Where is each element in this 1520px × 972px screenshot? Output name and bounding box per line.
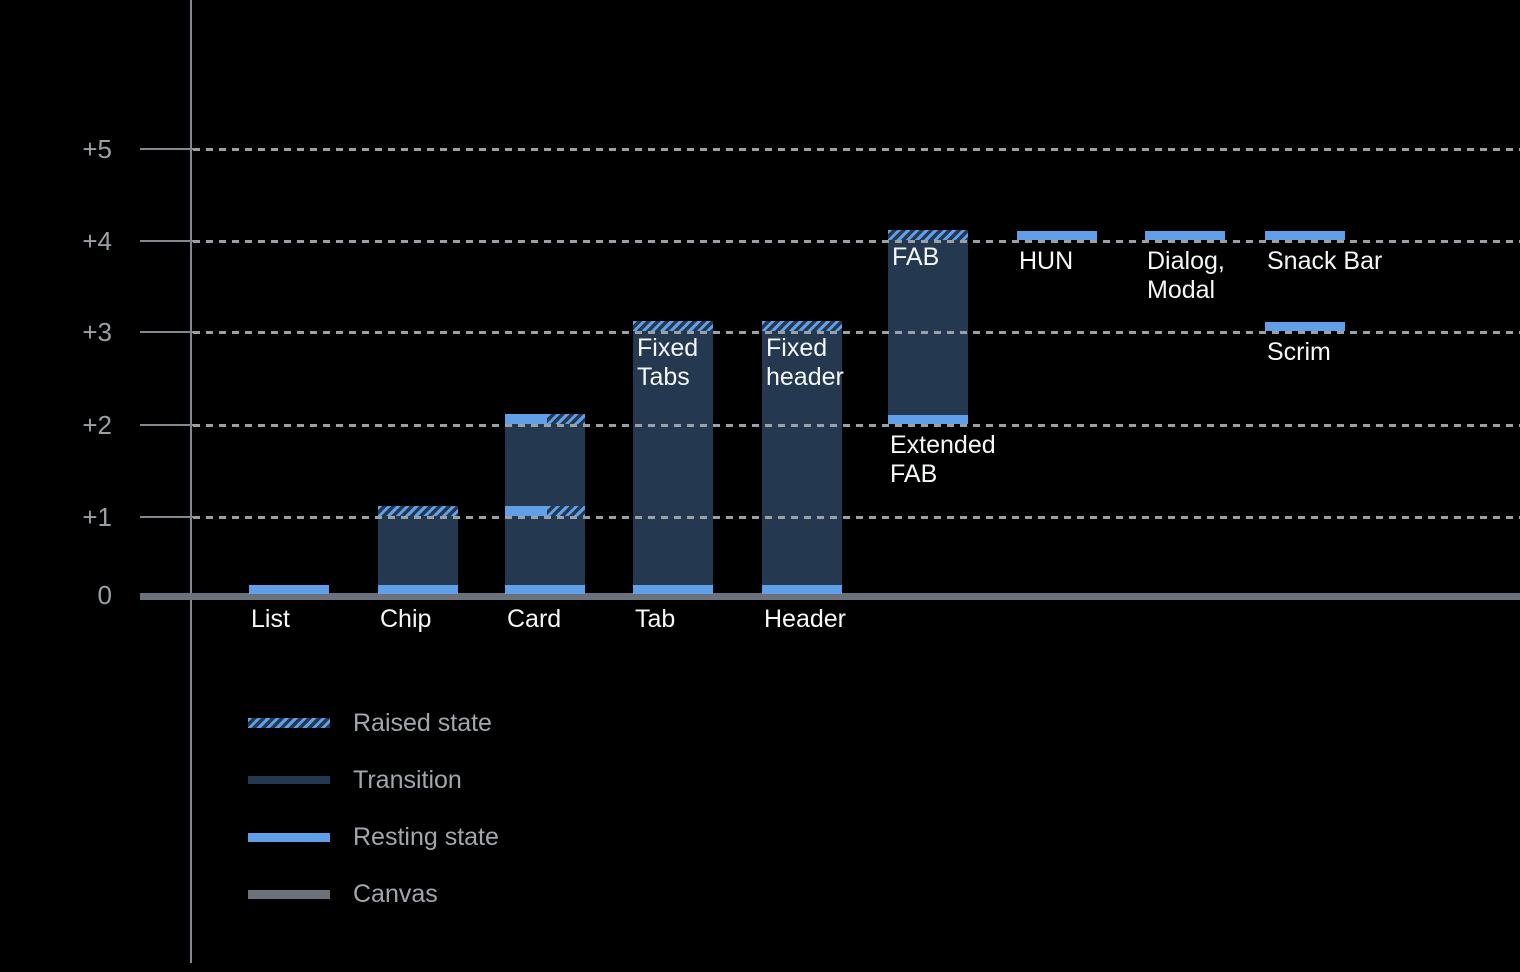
y-tick-label: +2 bbox=[82, 410, 112, 440]
legend: Raised state Transition Resting state Ca… bbox=[248, 706, 499, 934]
bar-scrim-resting-band bbox=[1265, 322, 1345, 331]
bar-header-resting-band bbox=[762, 585, 842, 594]
legend-label: Resting state bbox=[353, 823, 499, 851]
legend-label: Transition bbox=[353, 766, 462, 794]
bar-chip-raised-band bbox=[378, 506, 458, 516]
y-tick-label: +3 bbox=[82, 317, 112, 347]
bar-inner-label-header: Fixed header bbox=[766, 334, 844, 391]
bar-card-raised-band bbox=[547, 414, 585, 424]
bar-header-raised-band bbox=[762, 321, 842, 331]
bar-label-chip: Chip bbox=[380, 605, 432, 633]
bar-snack-bar-resting-band bbox=[1265, 231, 1345, 240]
bar-card-resting-band bbox=[505, 506, 547, 516]
bar-chip-transition bbox=[378, 506, 458, 594]
bar-tab-resting-band bbox=[633, 585, 713, 594]
canvas-baseline bbox=[140, 593, 1520, 600]
bar-fab-resting-band bbox=[888, 415, 968, 424]
y-axis-tick-+1 bbox=[140, 516, 193, 518]
y-axis-tick-+3 bbox=[140, 331, 193, 333]
y-axis-line bbox=[190, 0, 192, 963]
bar-fab-transition bbox=[888, 230, 968, 424]
bar-label-scrim: Scrim bbox=[1267, 338, 1331, 366]
raised-state-swatch-icon bbox=[248, 718, 330, 728]
y-axis-tick-+2 bbox=[140, 424, 193, 426]
bar-tab-raised-band bbox=[633, 321, 713, 331]
resting-state-swatch-icon bbox=[248, 832, 330, 842]
bar-hun-resting-band bbox=[1017, 231, 1097, 240]
gridline-+2 bbox=[193, 424, 1520, 427]
bar-label-dialog-modal: Dialog, Modal bbox=[1147, 247, 1225, 304]
bar-label-hun: HUN bbox=[1019, 247, 1074, 275]
gridline-+4 bbox=[193, 240, 1520, 243]
legend-label: Canvas bbox=[353, 880, 438, 908]
bar-dialog-modal-resting-band bbox=[1145, 231, 1225, 240]
bar-tab-transition bbox=[633, 321, 713, 594]
bar-inner-label-fab: FAB bbox=[892, 243, 940, 271]
bar-label-list: List bbox=[251, 605, 290, 633]
bar-card-resting-band bbox=[505, 414, 547, 424]
legend-item-raised-state: Raised state bbox=[248, 706, 499, 740]
bar-card-resting-band bbox=[505, 585, 585, 594]
bar-label-card: Card bbox=[507, 605, 562, 633]
bar-label-snack-bar: Snack Bar bbox=[1267, 247, 1383, 275]
canvas-swatch-icon bbox=[248, 889, 330, 899]
legend-label: Raised state bbox=[353, 709, 492, 737]
legend-item-transition: Transition bbox=[248, 763, 499, 797]
y-tick-label: +1 bbox=[82, 502, 112, 532]
bar-inner-label-tab: Fixed Tabs bbox=[637, 334, 699, 391]
bar-label-fab: Extended FAB bbox=[890, 431, 996, 488]
y-tick-label: +5 bbox=[82, 134, 112, 164]
bar-header-transition bbox=[762, 321, 842, 594]
y-tick-label: +4 bbox=[82, 226, 112, 256]
bar-list-resting-band bbox=[249, 585, 329, 594]
y-axis-tick-+5 bbox=[140, 148, 193, 150]
transition-swatch-icon bbox=[248, 776, 330, 784]
bar-label-tab: Tab bbox=[635, 605, 676, 633]
bar-chip-resting-band bbox=[378, 585, 458, 594]
bar-card-transition bbox=[505, 414, 585, 594]
gridline-+1 bbox=[193, 516, 1520, 519]
bar-label-header: Header bbox=[764, 605, 846, 633]
bar-fab-raised-band bbox=[888, 230, 968, 240]
gridline-+3 bbox=[193, 331, 1520, 334]
bar-card-raised-band bbox=[547, 506, 585, 516]
y-axis-tick-+4 bbox=[140, 240, 193, 242]
legend-item-resting-state: Resting state bbox=[248, 820, 499, 854]
legend-item-canvas: Canvas bbox=[248, 877, 499, 911]
gridline-+5 bbox=[193, 148, 1520, 151]
y-tick-label: 0 bbox=[97, 580, 112, 610]
